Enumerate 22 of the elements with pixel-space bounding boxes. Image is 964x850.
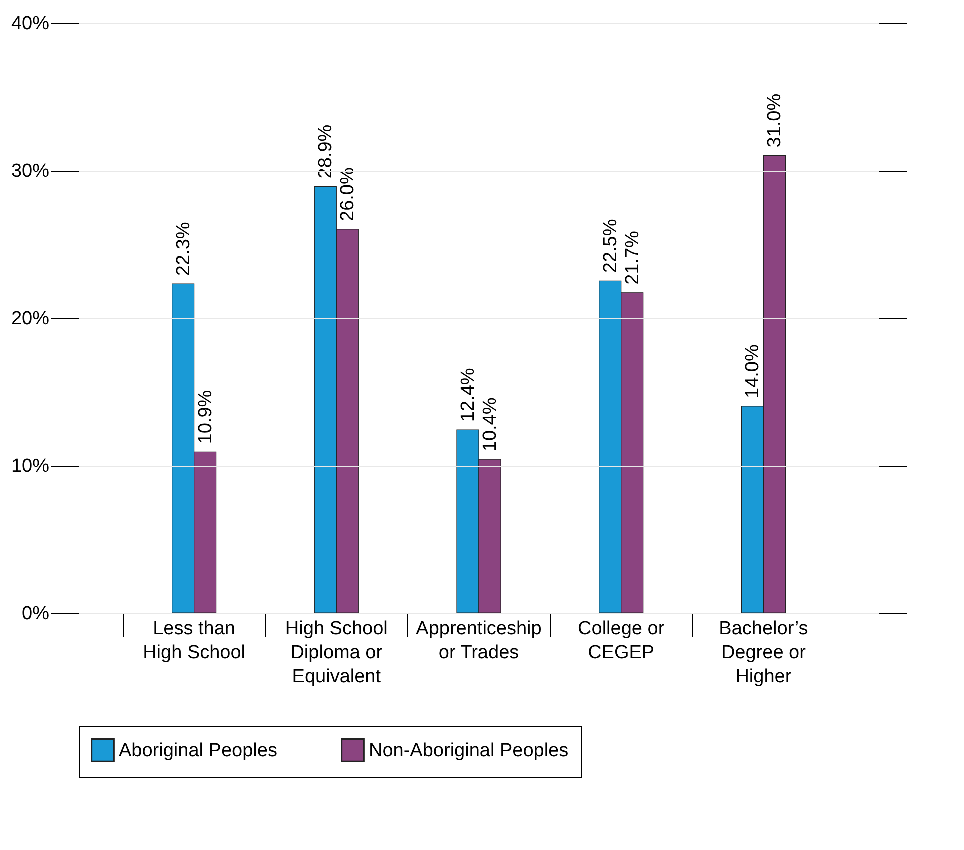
y-tick-label: 40%	[11, 14, 50, 34]
data-label: 10.9%	[195, 390, 216, 444]
data-label: 10.4%	[480, 398, 501, 452]
y-tick-label: 30%	[11, 161, 50, 182]
x-tick-label: Apprenticeship or Trades	[416, 618, 542, 664]
x-tick-label: Less than High School	[143, 618, 246, 664]
data-label: 31.0%	[764, 94, 786, 148]
data-label: 12.4%	[458, 368, 479, 422]
data-label: 22.3%	[173, 222, 194, 276]
data-label: 22.5%	[600, 219, 622, 274]
data-label: 26.0%	[338, 168, 359, 222]
data-label: 14.0%	[742, 344, 764, 398]
y-tick-label: 10%	[11, 456, 50, 477]
x-tick-label: Bachelor’s Degree or Higher	[719, 618, 808, 688]
y-tick-label: 20%	[11, 308, 50, 330]
x-tick-label: College or CEGEP	[578, 618, 666, 664]
legend-label: Aboriginal Peoples	[119, 740, 278, 762]
y-tick-label: 0%	[22, 604, 50, 624]
data-label: 28.9%	[316, 124, 337, 179]
data-label: 21.7%	[622, 230, 644, 285]
x-tick-label: High School Diploma or Equivalent	[285, 618, 388, 688]
legend-label: Non-Aboriginal Peoples	[369, 740, 569, 762]
